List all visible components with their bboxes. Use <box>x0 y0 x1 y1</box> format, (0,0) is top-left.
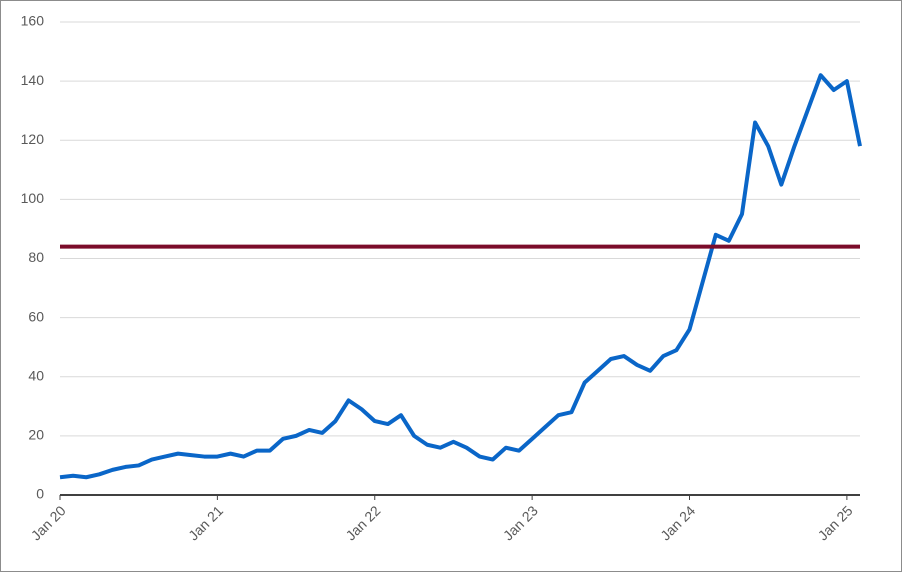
y-tick-label: 160 <box>21 13 45 29</box>
y-tick-label: 0 <box>36 486 44 502</box>
y-tick-label: 120 <box>21 131 45 147</box>
y-tick-label: 60 <box>28 308 44 324</box>
y-tick-label: 20 <box>28 427 44 443</box>
y-tick-label: 140 <box>21 72 45 88</box>
y-tick-label: 40 <box>28 367 44 383</box>
y-tick-label: 100 <box>21 190 45 206</box>
price-line <box>59 73 862 480</box>
y-tick-label: 80 <box>28 249 44 265</box>
